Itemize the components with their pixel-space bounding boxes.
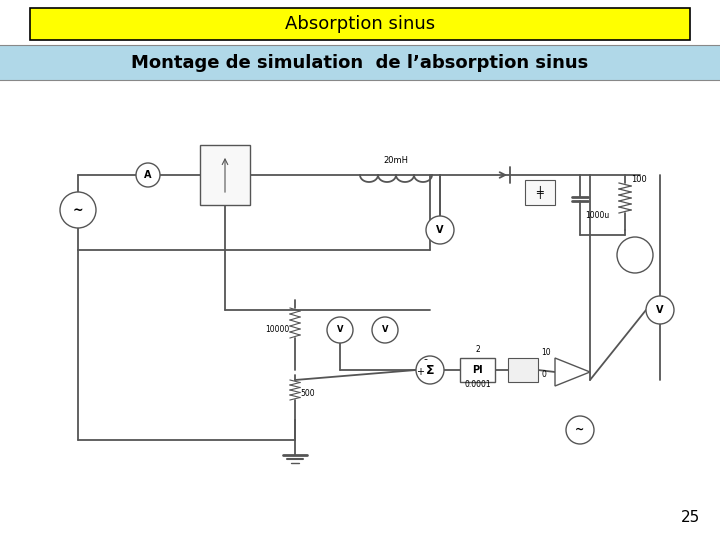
FancyBboxPatch shape	[30, 8, 690, 40]
Text: ~: ~	[73, 204, 84, 217]
Text: +: +	[416, 367, 424, 377]
Text: V: V	[337, 326, 343, 334]
Text: V: V	[436, 225, 444, 235]
Text: V: V	[656, 305, 664, 315]
Text: 25: 25	[680, 510, 700, 525]
Text: V: V	[382, 326, 388, 334]
Text: Absorption sinus: Absorption sinus	[285, 15, 435, 33]
Text: A: A	[144, 170, 152, 180]
Circle shape	[617, 237, 653, 273]
Text: Montage de simulation  de l’absorption sinus: Montage de simulation de l’absorption si…	[131, 54, 589, 72]
Circle shape	[372, 317, 398, 343]
Text: 2: 2	[475, 345, 480, 354]
Text: -: -	[423, 354, 427, 364]
Circle shape	[416, 356, 444, 384]
Text: ╪: ╪	[536, 185, 544, 199]
Text: 1000u: 1000u	[585, 211, 609, 219]
Text: Σ: Σ	[426, 363, 434, 376]
Text: 0: 0	[541, 370, 546, 379]
Circle shape	[136, 163, 160, 187]
Polygon shape	[555, 358, 590, 386]
Bar	[525, 180, 555, 205]
Text: 500: 500	[300, 388, 315, 397]
Bar	[200, 145, 250, 205]
Circle shape	[426, 216, 454, 244]
Bar	[460, 358, 495, 382]
Text: 100: 100	[631, 176, 647, 185]
Text: PI: PI	[472, 365, 483, 375]
Circle shape	[327, 317, 353, 343]
Circle shape	[566, 416, 594, 444]
FancyBboxPatch shape	[0, 45, 720, 80]
Circle shape	[646, 296, 674, 324]
Text: 0.0001: 0.0001	[464, 380, 491, 389]
Circle shape	[60, 192, 96, 228]
Bar	[508, 358, 538, 382]
Text: 10000: 10000	[265, 326, 289, 334]
Text: ~: ~	[575, 425, 585, 435]
Text: 10: 10	[541, 348, 551, 357]
Text: 20mH: 20mH	[384, 156, 408, 165]
